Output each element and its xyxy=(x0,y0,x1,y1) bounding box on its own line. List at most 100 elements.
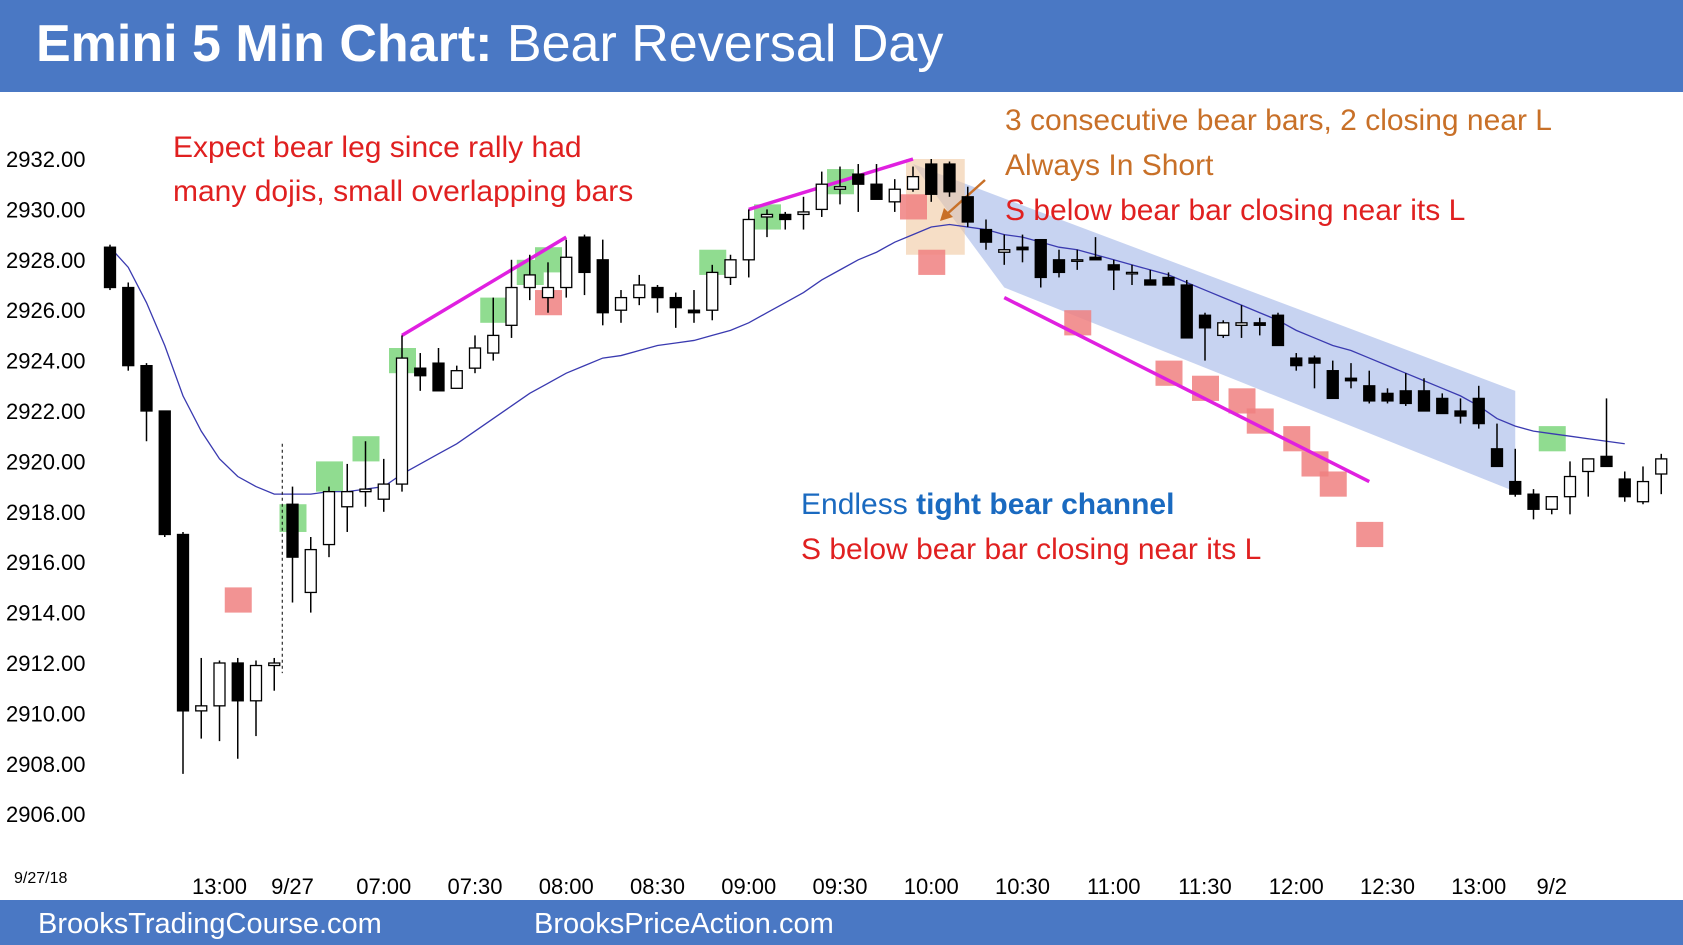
annotation-rally-line-2: many dojis, small overlapping bars xyxy=(173,175,634,208)
candle-body-80 xyxy=(1563,475,1577,498)
candle-body-11 xyxy=(304,548,317,594)
footer-left-link[interactable]: BrooksTradingCourse.com xyxy=(38,908,382,940)
candle-body-12 xyxy=(322,490,336,546)
candle-body-20 xyxy=(468,347,482,369)
bull-entry-box-1 xyxy=(316,461,343,492)
candle-body-22 xyxy=(505,286,518,326)
x-tick-label-11: 11:30 xyxy=(1178,874,1231,899)
candle-body-85 xyxy=(1655,458,1668,475)
annotation-channel: Endless tight bear channel xyxy=(801,488,1174,522)
title-rest: Bear Reversal Day xyxy=(492,15,944,73)
annotation-channel-a: Endless xyxy=(801,488,917,521)
candle-body-77 xyxy=(1509,480,1522,495)
candle-body-52 xyxy=(1052,259,1066,274)
y-tick-label-5: 2922.00 xyxy=(6,399,86,424)
x-tick-label-1: 9/27 xyxy=(271,874,314,899)
candle-body-59 xyxy=(1180,284,1193,339)
candle-body-41 xyxy=(852,173,865,185)
annotation-s-below-bottom: S below bear bar closing near its L xyxy=(801,533,1262,566)
candle-body-43 xyxy=(888,188,901,203)
candle-body-44 xyxy=(906,175,920,190)
candle-body-84 xyxy=(1636,480,1650,503)
candle-body-58 xyxy=(1162,276,1175,286)
candle-body-3 xyxy=(158,410,171,536)
candle-body-54 xyxy=(1089,256,1102,261)
header-bar xyxy=(0,0,1683,92)
candle-body-66 xyxy=(1308,357,1321,364)
candle-body-14 xyxy=(359,488,372,493)
candle-body-76 xyxy=(1490,448,1504,468)
candle-body-29 xyxy=(633,284,646,299)
trendline-1 xyxy=(748,157,914,212)
candle-body-50 xyxy=(1016,246,1029,251)
annotation-consecutive: 3 consecutive bear bars, 2 closing near … xyxy=(1005,104,1552,137)
y-tick-label-11: 2910.00 xyxy=(6,701,86,726)
bear-entry-box-11 xyxy=(1319,471,1347,497)
candle-body-4 xyxy=(176,533,190,712)
candle-body-32 xyxy=(687,309,701,314)
candle-body-36 xyxy=(760,213,774,218)
bull-entry-box-10 xyxy=(1538,426,1566,452)
candle-body-7 xyxy=(231,662,244,702)
y-tick-label-10: 2912.00 xyxy=(6,651,86,676)
y-tick-label-4: 2924.00 xyxy=(6,349,86,374)
annotation-channel-b: tight bear channel xyxy=(916,488,1175,521)
annotation-rally: Expect bear leg since rally had many doj… xyxy=(173,126,633,214)
x-tick-label-10: 11:00 xyxy=(1087,874,1140,899)
candle-body-46 xyxy=(943,163,956,193)
candle-body-70 xyxy=(1381,392,1394,402)
candle-body-30 xyxy=(651,286,664,299)
candle-body-1 xyxy=(122,286,135,367)
candle-body-75 xyxy=(1472,397,1485,425)
candle-body-69 xyxy=(1363,385,1376,402)
candle-body-38 xyxy=(797,211,810,216)
candle-body-83 xyxy=(1618,478,1631,498)
x-tick-label-7: 09:30 xyxy=(812,874,867,899)
candle-body-8 xyxy=(249,664,263,702)
candle-body-49 xyxy=(998,249,1011,253)
candle-body-67 xyxy=(1326,370,1339,400)
y-tick-label-1: 2930.00 xyxy=(6,197,86,222)
y-tick-label-3: 2926.00 xyxy=(6,298,86,323)
candle-body-48 xyxy=(979,228,993,243)
candle-body-61 xyxy=(1217,322,1230,337)
trendline-0 xyxy=(401,235,568,337)
annotation-s-below-top: S below bear bar closing near its L xyxy=(1005,194,1466,227)
bear-entry-box-6 xyxy=(1192,375,1219,401)
x-tick-label-13: 12:30 xyxy=(1360,874,1415,899)
candle-body-81 xyxy=(1582,458,1595,473)
candle-body-25 xyxy=(560,256,573,289)
candle-body-53 xyxy=(1071,259,1084,262)
date-label: 9/27/18 xyxy=(14,870,68,887)
footer-right-link[interactable]: BrooksPriceAction.com xyxy=(534,908,834,940)
candle-body-82 xyxy=(1600,455,1613,468)
x-tick-label-12: 12:00 xyxy=(1269,874,1324,899)
candle-body-33 xyxy=(706,271,719,311)
candle-body-65 xyxy=(1290,357,1303,367)
candle-body-47 xyxy=(961,196,974,223)
candle-body-56 xyxy=(1125,271,1139,275)
page-title: Emini 5 Min Chart: Bear Reversal Day xyxy=(36,14,943,74)
candle-body-55 xyxy=(1107,264,1120,271)
x-tick-label-15: 9/2 xyxy=(1536,874,1567,899)
y-tick-label-9: 2914.00 xyxy=(6,601,86,626)
y-tick-label-12: 2908.00 xyxy=(6,752,86,777)
candle-body-16 xyxy=(395,357,409,485)
y-tick-label-6: 2920.00 xyxy=(6,449,86,474)
x-tick-label-8: 10:00 xyxy=(904,874,959,899)
y-tick-label-0: 2932.00 xyxy=(6,147,86,172)
candle-body-37 xyxy=(779,213,792,221)
bear-entry-box-2 xyxy=(900,194,927,220)
annotation-arrowhead xyxy=(940,208,953,221)
x-tick-label-14: 13:00 xyxy=(1451,874,1506,899)
candle-body-63 xyxy=(1253,322,1266,326)
candle-body-39 xyxy=(815,183,828,211)
candle-body-34 xyxy=(724,259,737,279)
candle-body-21 xyxy=(487,334,500,354)
y-tick-label-8: 2916.00 xyxy=(6,550,86,575)
candlestick-chart: 2932.00 2930.00 2928.00 2926.00 2924.00 2922.… xyxy=(6,147,1668,899)
candle-body-15 xyxy=(377,483,390,500)
footer-bar xyxy=(0,900,1683,945)
y-tick-label-2: 2928.00 xyxy=(6,248,86,273)
bear-entry-box-12 xyxy=(1356,521,1384,548)
